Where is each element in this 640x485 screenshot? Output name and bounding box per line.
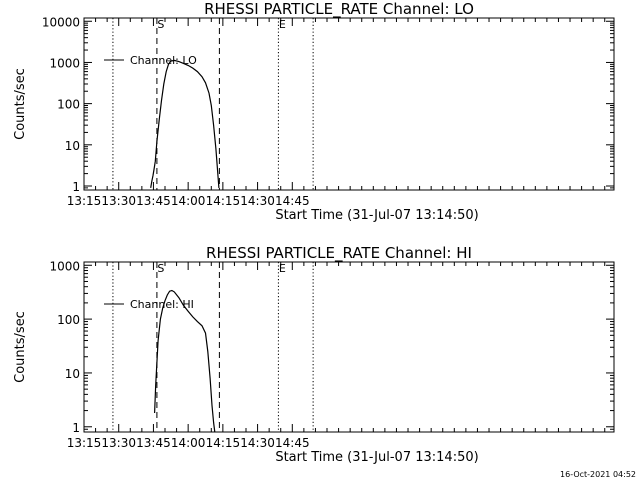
chart-title: RHESSI PARTICLE_RATE Channel: HI — [206, 244, 472, 263]
series-line — [150, 59, 220, 188]
x-tick-label: 14:00 — [171, 194, 206, 208]
footer-timestamp: 16-Oct-2021 04:52 — [560, 470, 636, 479]
marker-label: E — [279, 262, 286, 275]
marker-label: S — [157, 18, 164, 31]
legend-label: Channel: HI — [130, 298, 194, 311]
marker-label: E — [279, 18, 286, 31]
x-tick-label: 13:30 — [101, 194, 136, 208]
y-tick-label: 100 — [57, 98, 80, 112]
y-tick-label: 10000 — [42, 15, 80, 29]
legend-label: Channel: LO — [130, 54, 197, 67]
y-axis-label: Counts/sec — [13, 311, 28, 383]
x-tick-label: 14:30 — [240, 436, 275, 450]
y-tick-label: 1000 — [49, 56, 80, 70]
y-tick-label: 1 — [72, 421, 80, 435]
x-tick-label: 14:15 — [206, 436, 241, 450]
chart-title: RHESSI PARTICLE_RATE Channel: LO — [204, 0, 474, 19]
x-tick-label: 14:15 — [206, 194, 241, 208]
x-tick-label: 14:30 — [240, 194, 275, 208]
x-tick-label: 14:45 — [275, 194, 310, 208]
x-tick-label: 13:30 — [101, 436, 136, 450]
y-tick-label: 1 — [72, 180, 80, 194]
x-axis-label: Start Time (31-Jul-07 13:14:50) — [275, 208, 478, 223]
plot-frame — [83, 17, 615, 191]
y-tick-label: 10 — [65, 139, 80, 153]
x-tick-label: 13:45 — [136, 194, 171, 208]
series-line — [154, 289, 216, 433]
y-tick-label: 1000 — [49, 259, 80, 273]
x-tick-label: 13:15 — [67, 436, 102, 450]
y-tick-label: 10 — [65, 367, 80, 381]
y-tick-label: 100 — [57, 313, 80, 327]
x-tick-label: 13:45 — [136, 436, 171, 450]
x-tick-label: 14:00 — [171, 436, 206, 450]
y-axis-label: Counts/sec — [13, 68, 28, 140]
x-tick-label: 14:45 — [275, 436, 310, 450]
x-axis-label: Start Time (31-Jul-07 13:14:50) — [275, 450, 478, 465]
x-tick-label: 13:15 — [67, 194, 102, 208]
marker-label: S — [157, 262, 164, 275]
plot-frame — [83, 261, 615, 433]
